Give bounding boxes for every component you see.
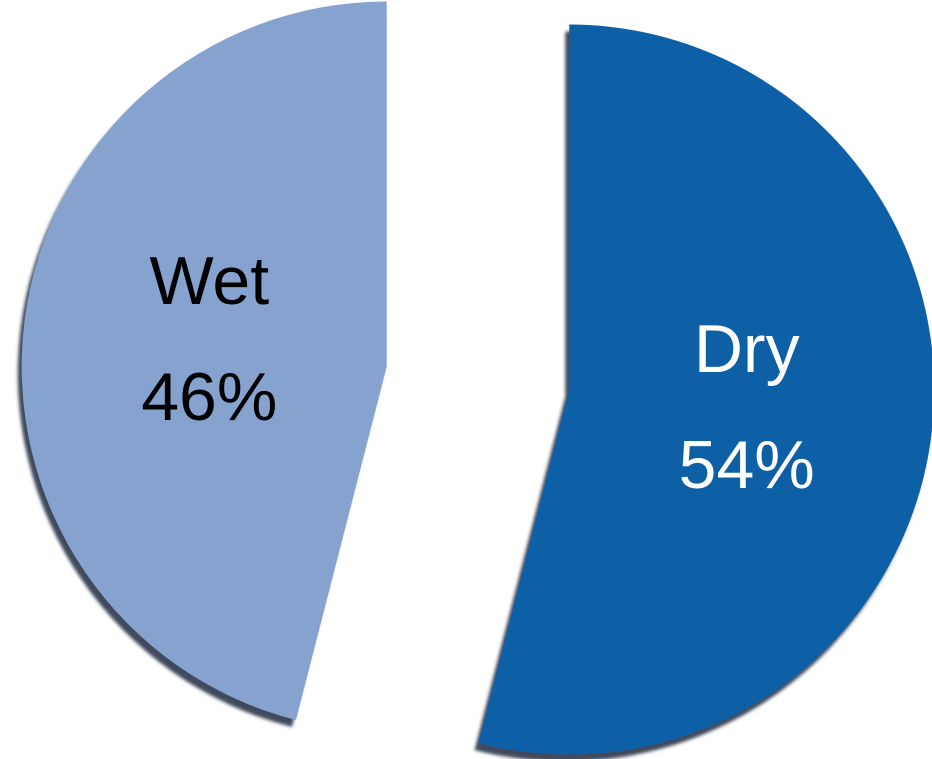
slice <box>21 1 387 721</box>
category-label: Dry <box>694 311 800 387</box>
data-labels: Dry 54% Wet 46% <box>141 243 815 503</box>
category-label: Wet <box>149 243 269 319</box>
value-label: 54% <box>679 427 815 503</box>
pie <box>21 1 932 755</box>
value-label: 46% <box>141 359 277 435</box>
slice <box>478 24 932 755</box>
